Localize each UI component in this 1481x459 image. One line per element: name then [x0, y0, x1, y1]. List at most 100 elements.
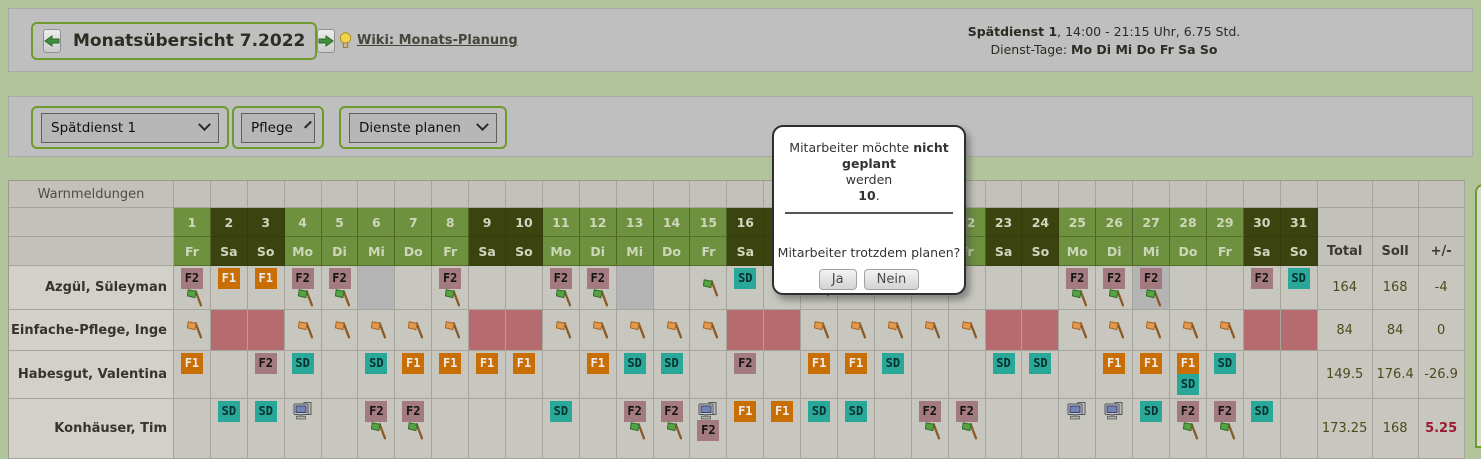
schedule-cell[interactable]: F1	[1133, 351, 1171, 399]
schedule-cell[interactable]	[395, 266, 433, 310]
schedule-cell[interactable]	[874, 399, 912, 459]
schedule-cell[interactable]	[801, 310, 839, 351]
schedule-cell[interactable]	[985, 310, 1023, 351]
schedule-cell[interactable]	[653, 266, 691, 310]
schedule-cell[interactable]: SD	[801, 399, 839, 459]
schedule-cell[interactable]	[1022, 310, 1060, 351]
schedule-cell[interactable]	[506, 399, 543, 459]
schedule-cell[interactable]: SD	[358, 351, 396, 399]
schedule-cell[interactable]	[506, 310, 543, 351]
schedule-cell[interactable]: F2	[174, 266, 211, 310]
schedule-cell[interactable]: SD	[1243, 399, 1281, 459]
schedule-cell[interactable]	[653, 310, 691, 351]
schedule-cell[interactable]	[395, 310, 433, 351]
department-select[interactable]: Pflege	[241, 112, 315, 143]
schedule-cell[interactable]	[1280, 351, 1318, 399]
schedule-cell[interactable]: F1	[727, 399, 765, 459]
schedule-cell[interactable]	[1096, 399, 1134, 459]
schedule-cell[interactable]: F1	[432, 351, 470, 399]
schedule-cell[interactable]: F2	[1206, 399, 1244, 459]
schedule-cell[interactable]	[469, 310, 507, 351]
schedule-cell[interactable]: SD	[284, 351, 322, 399]
schedule-cell[interactable]	[1022, 399, 1060, 459]
schedule-cell[interactable]: F1	[506, 351, 543, 399]
schedule-cell[interactable]	[321, 399, 359, 459]
schedule-cell[interactable]	[690, 351, 728, 399]
schedule-cell[interactable]	[838, 310, 875, 351]
schedule-cell[interactable]: SD	[727, 266, 765, 310]
schedule-cell[interactable]	[469, 266, 507, 310]
schedule-cell[interactable]: F2	[1243, 266, 1281, 310]
schedule-cell[interactable]	[247, 310, 285, 351]
schedule-cell[interactable]	[579, 399, 617, 459]
schedule-cell[interactable]: SD	[1133, 399, 1171, 459]
schedule-cell[interactable]: F1	[579, 351, 617, 399]
schedule-cell[interactable]	[1059, 399, 1097, 459]
schedule-cell[interactable]	[948, 310, 986, 351]
schedule-cell[interactable]	[764, 351, 802, 399]
schedule-cell[interactable]	[911, 310, 949, 351]
schedule-cell[interactable]: SD	[247, 399, 285, 459]
schedule-cell[interactable]: SD	[874, 351, 912, 399]
shift-select[interactable]: Spätdienst 1	[41, 112, 219, 143]
schedule-cell[interactable]: F1	[210, 266, 248, 310]
employee-name[interactable]: Habesgut, Valentina	[9, 351, 174, 399]
schedule-cell[interactable]: F2	[1096, 266, 1134, 310]
schedule-cell[interactable]: SD	[653, 351, 691, 399]
schedule-cell[interactable]: F2	[690, 399, 728, 459]
schedule-cell[interactable]	[1206, 310, 1244, 351]
schedule-cell[interactable]	[1243, 310, 1281, 351]
schedule-cell[interactable]	[542, 310, 580, 351]
schedule-cell[interactable]: SD	[1206, 351, 1244, 399]
schedule-cell[interactable]	[1280, 399, 1318, 459]
schedule-cell[interactable]: SD	[1022, 351, 1060, 399]
schedule-cell[interactable]	[1206, 266, 1244, 310]
schedule-cell[interactable]	[174, 310, 211, 351]
schedule-cell[interactable]: F2	[395, 399, 433, 459]
schedule-cell[interactable]	[1280, 310, 1318, 351]
schedule-cell[interactable]: F1	[1096, 351, 1134, 399]
schedule-cell[interactable]	[432, 399, 470, 459]
schedule-cell[interactable]: F2	[579, 266, 617, 310]
schedule-cell[interactable]: F1	[801, 351, 839, 399]
schedule-cell[interactable]	[210, 310, 248, 351]
schedule-cell[interactable]: F2	[1059, 266, 1097, 310]
schedule-cell[interactable]: F1	[247, 266, 285, 310]
schedule-cell[interactable]: SD	[616, 351, 654, 399]
schedule-cell[interactable]: F2	[247, 351, 285, 399]
schedule-cell[interactable]	[358, 266, 396, 310]
schedule-cell[interactable]	[579, 310, 617, 351]
schedule-cell[interactable]	[1133, 310, 1171, 351]
schedule-cell[interactable]	[432, 310, 470, 351]
schedule-cell[interactable]	[948, 351, 986, 399]
schedule-cell[interactable]: SD	[838, 399, 875, 459]
schedule-cell[interactable]: F2	[911, 399, 949, 459]
schedule-cell[interactable]	[1170, 266, 1207, 310]
schedule-cell[interactable]	[1059, 351, 1097, 399]
schedule-cell[interactable]: SD	[542, 399, 580, 459]
schedule-cell[interactable]: F1	[174, 351, 211, 399]
wiki-link[interactable]: Wiki: Monats-Planung	[357, 33, 518, 48]
schedule-cell[interactable]	[506, 266, 543, 310]
schedule-cell[interactable]: SD	[1280, 266, 1318, 310]
schedule-cell[interactable]: F2	[616, 399, 654, 459]
schedule-cell[interactable]: F2	[321, 266, 359, 310]
schedule-cell[interactable]: F2	[358, 399, 396, 459]
employee-name[interactable]: Konhäuser, Tim	[9, 399, 174, 459]
schedule-cell[interactable]: SD	[210, 399, 248, 459]
schedule-cell[interactable]: F2	[1133, 266, 1171, 310]
schedule-cell[interactable]	[985, 266, 1023, 310]
schedule-cell[interactable]	[321, 351, 359, 399]
schedule-cell[interactable]: F2	[284, 266, 322, 310]
schedule-cell[interactable]: F2	[542, 266, 580, 310]
action-select[interactable]: Dienste planen	[349, 112, 497, 143]
next-month-button[interactable]	[317, 29, 336, 53]
schedule-cell[interactable]: SD	[985, 351, 1023, 399]
no-button[interactable]: Nein	[863, 269, 920, 290]
schedule-cell[interactable]	[616, 266, 654, 310]
schedule-cell[interactable]: F1	[469, 351, 507, 399]
schedule-cell[interactable]	[690, 266, 728, 310]
schedule-cell[interactable]	[210, 351, 248, 399]
schedule-cell[interactable]: F2	[727, 351, 765, 399]
schedule-cell[interactable]	[469, 399, 507, 459]
